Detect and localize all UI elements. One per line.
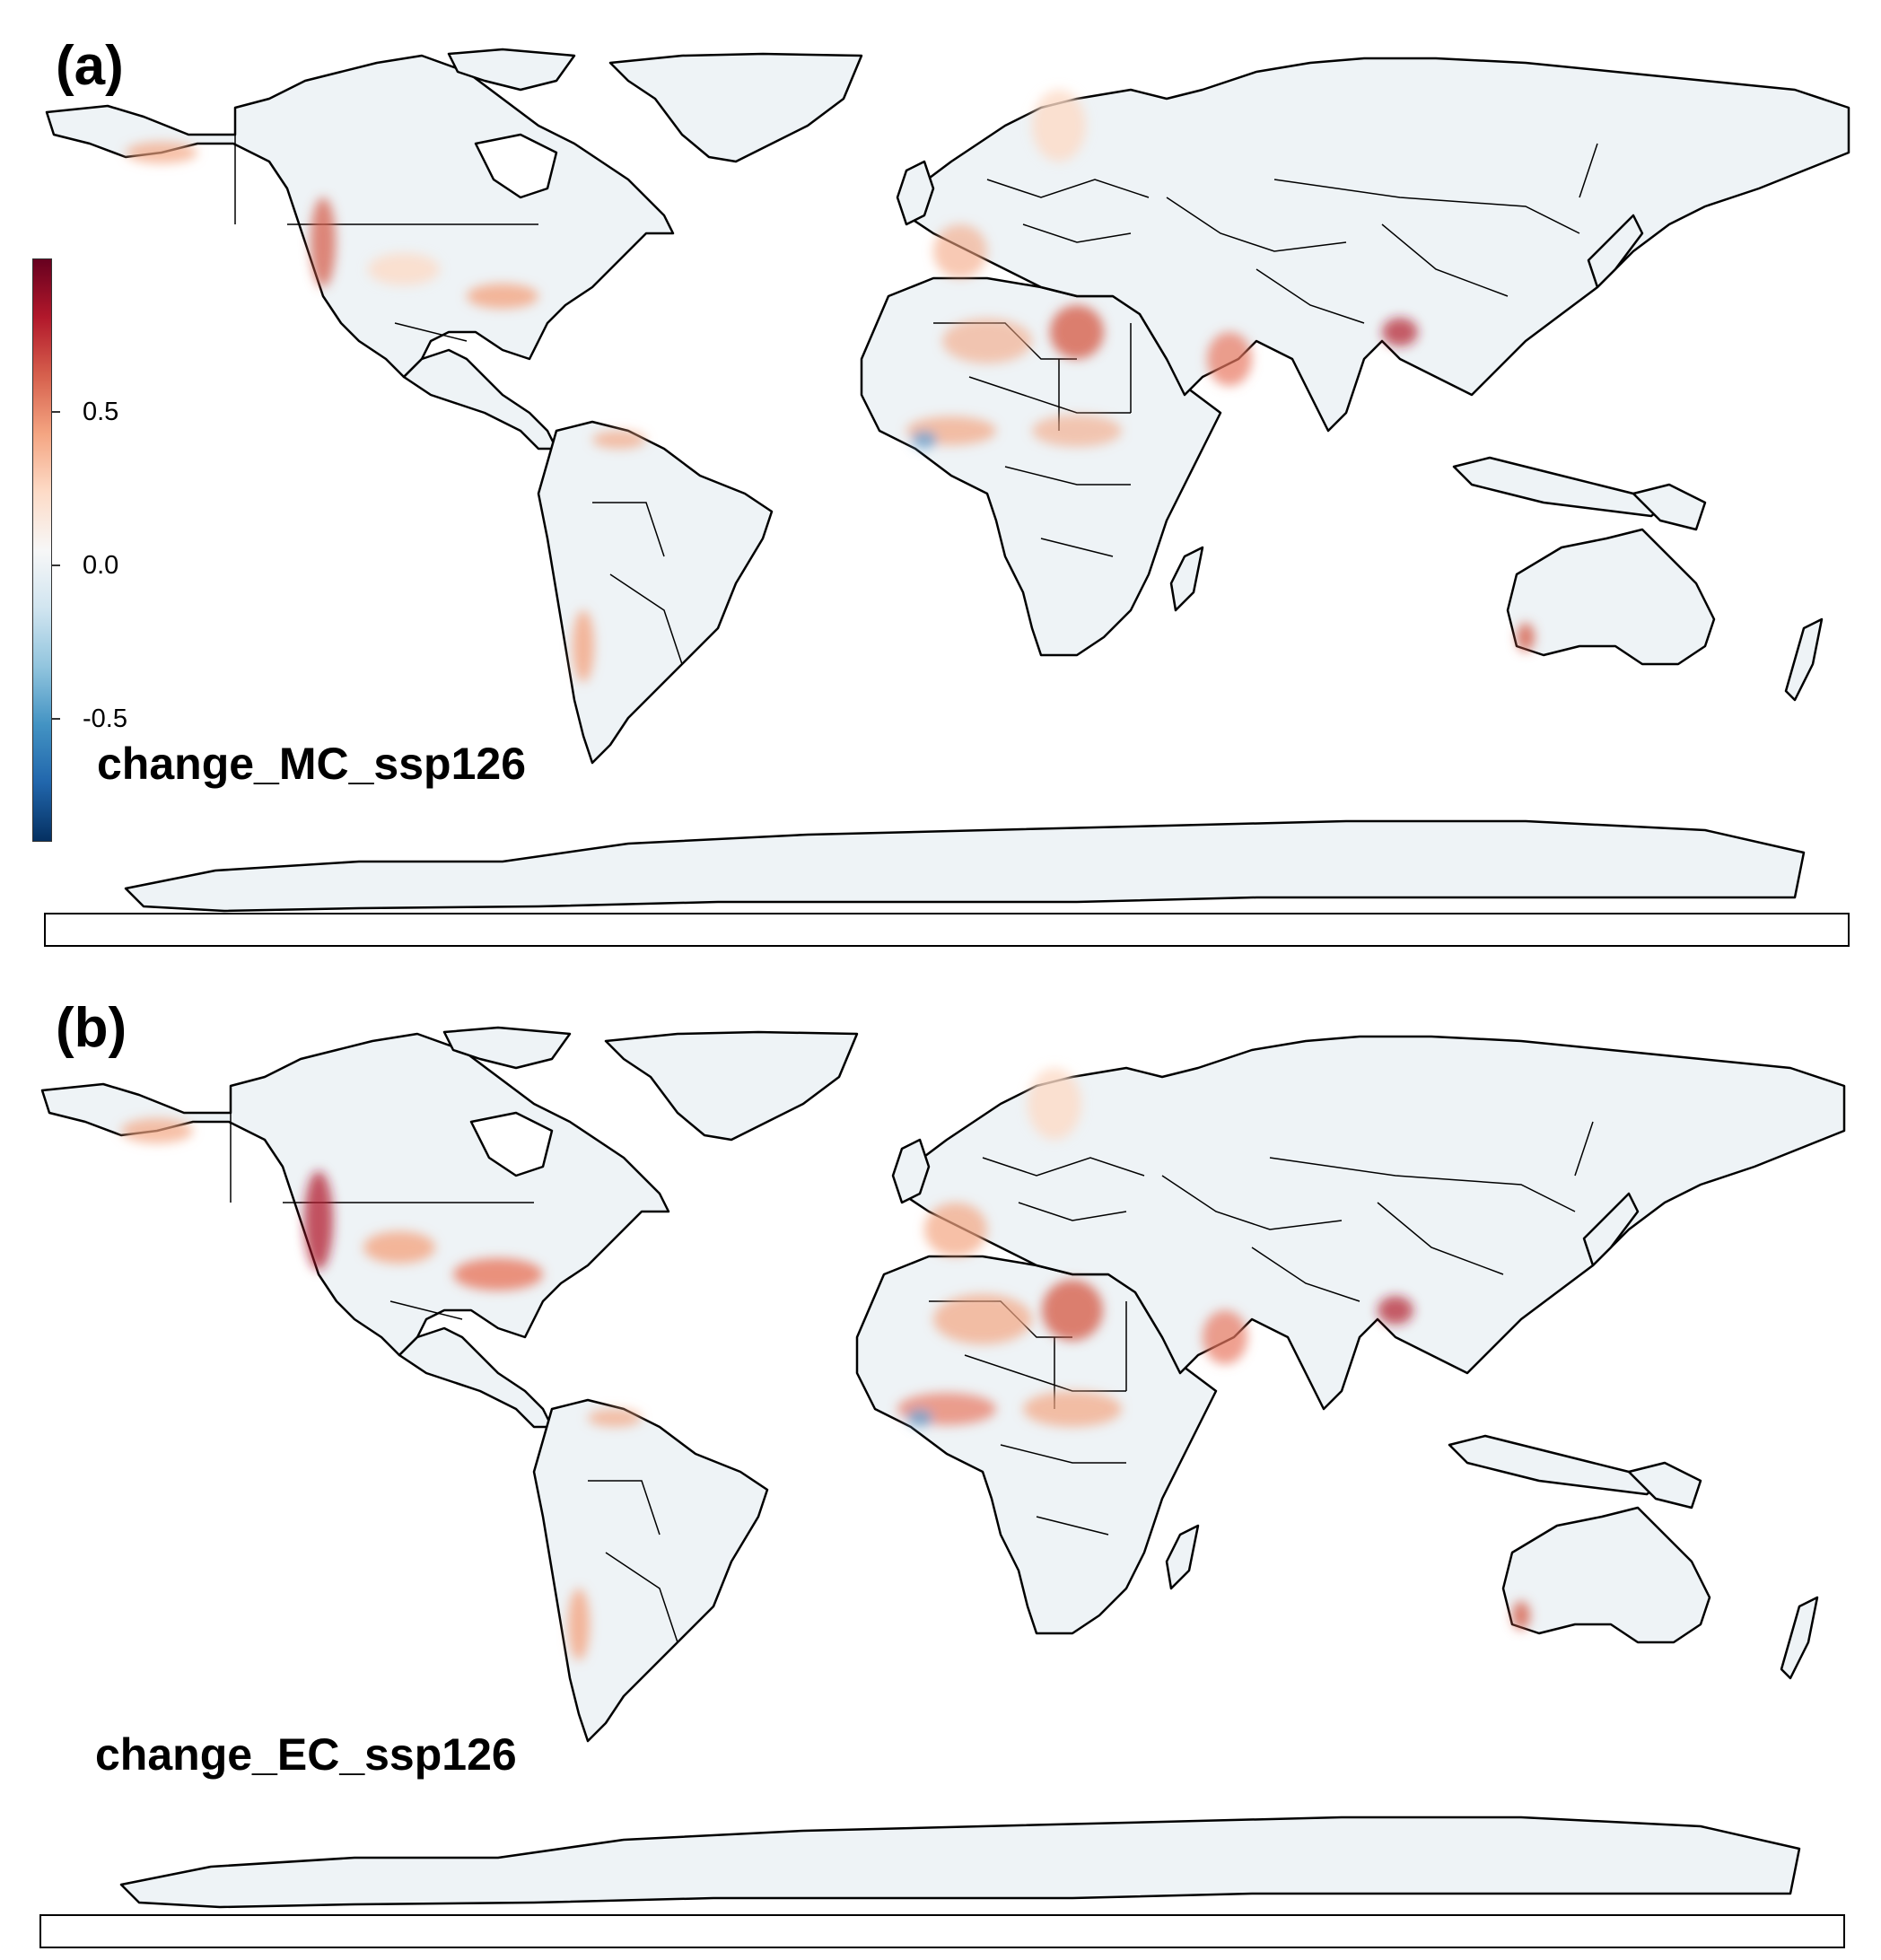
map-frame bbox=[39, 1914, 1845, 1948]
new-guinea bbox=[1627, 1461, 1702, 1509]
new-zealand bbox=[1780, 1596, 1819, 1680]
country-borders bbox=[230, 1113, 1594, 1643]
australia bbox=[1506, 528, 1716, 666]
greenland bbox=[608, 52, 863, 163]
panel-label: (a) bbox=[56, 35, 124, 97]
indonesia bbox=[1452, 456, 1671, 518]
colorbar-label-minus-0.5: -0.5 bbox=[83, 704, 127, 733]
world-map-a bbox=[44, 48, 1850, 947]
north-america bbox=[40, 1032, 670, 1357]
colorbar-tick bbox=[51, 718, 60, 720]
colorbar bbox=[32, 258, 52, 842]
australia bbox=[1501, 1506, 1711, 1644]
arctic-islands bbox=[442, 1026, 572, 1070]
madagascar bbox=[1169, 546, 1204, 612]
arctic-islands bbox=[447, 48, 576, 92]
world-map-b bbox=[39, 1026, 1846, 1948]
central-america bbox=[398, 1326, 554, 1429]
antarctica bbox=[119, 1816, 1801, 1909]
panel-label: (b) bbox=[56, 997, 127, 1059]
japan bbox=[1582, 1192, 1640, 1267]
british-isles bbox=[896, 160, 935, 226]
colorbar-label-0.5: 0.5 bbox=[83, 398, 119, 426]
colorbar-tick bbox=[51, 411, 60, 413]
new-guinea bbox=[1632, 483, 1707, 531]
antarctica bbox=[124, 819, 1806, 913]
change-hotspots bbox=[126, 90, 1535, 682]
central-america bbox=[402, 348, 558, 451]
hudson-bay bbox=[469, 1111, 554, 1177]
south-america bbox=[537, 420, 774, 765]
panel-a: (a) 0.5 0.0 -0.5 change_MC_ssp126 bbox=[0, 0, 1881, 960]
map-frame bbox=[44, 913, 1850, 947]
layer-name: change_MC_ssp126 bbox=[97, 739, 527, 789]
north-america bbox=[45, 54, 675, 379]
japan bbox=[1587, 214, 1644, 289]
colorbar-label-0.0: 0.0 bbox=[83, 551, 119, 580]
colorbar-tick bbox=[51, 564, 60, 566]
greenland bbox=[604, 1030, 859, 1142]
layer-name: change_EC_ssp126 bbox=[95, 1729, 517, 1780]
madagascar bbox=[1165, 1524, 1200, 1590]
south-america bbox=[532, 1398, 769, 1743]
british-isles bbox=[891, 1138, 931, 1204]
hudson-bay bbox=[474, 133, 558, 199]
eurasia bbox=[900, 1035, 1846, 1411]
panel-b: (b) change_EC_ssp126 bbox=[0, 978, 1881, 1960]
new-zealand bbox=[1784, 617, 1824, 702]
change-hotspots bbox=[121, 1068, 1530, 1660]
eurasia bbox=[905, 57, 1850, 433]
indonesia bbox=[1448, 1434, 1667, 1496]
